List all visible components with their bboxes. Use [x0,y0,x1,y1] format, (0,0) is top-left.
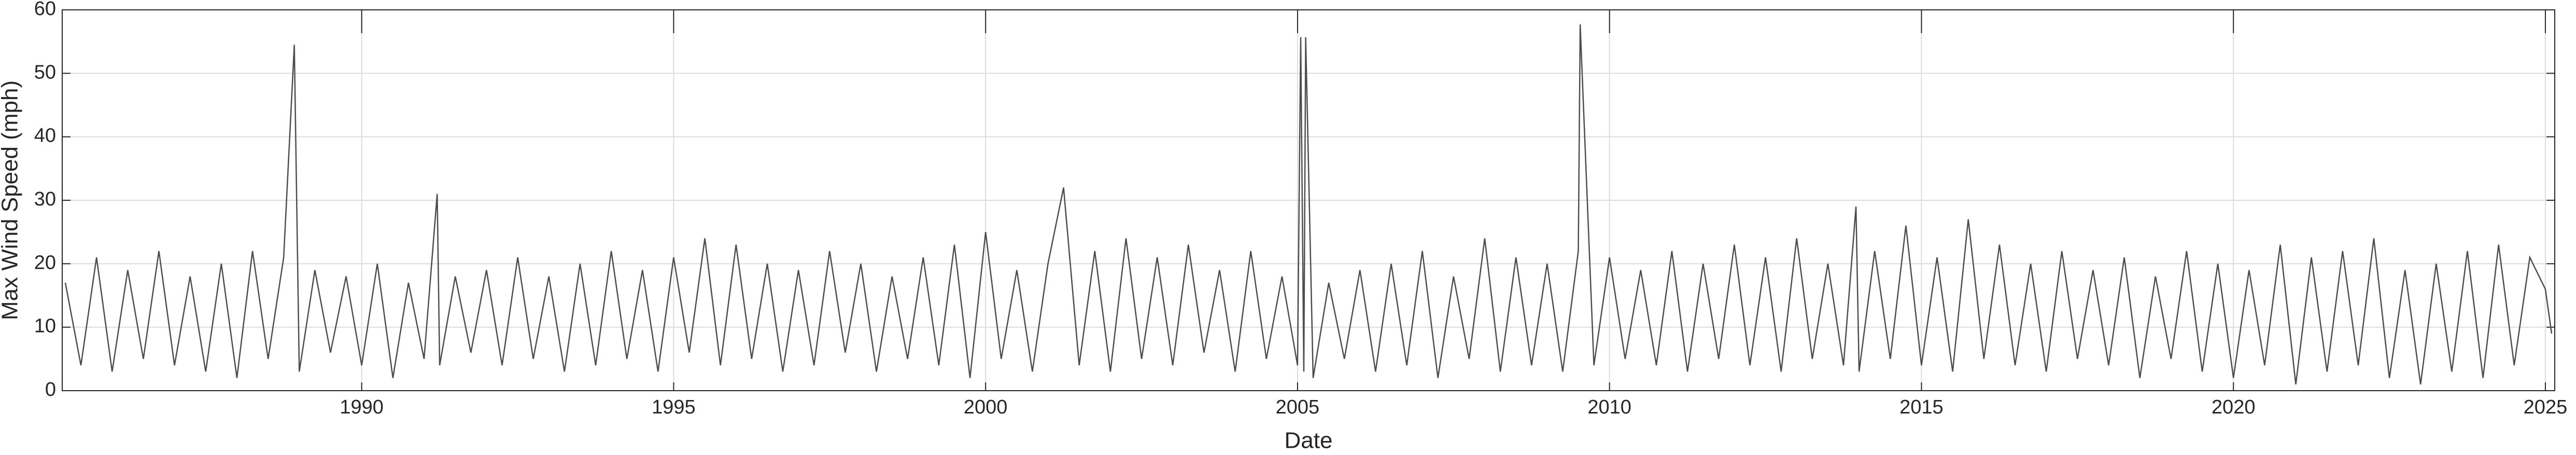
y-tick-label: 30 [34,188,56,210]
x-tick-label: 2015 [1899,396,1944,418]
x-tick-label: 2010 [1587,396,1631,418]
x-tick-label: 1995 [652,396,696,418]
data-line [64,24,2553,384]
y-tick-label: 60 [34,0,56,20]
y-tick-label: 40 [34,125,56,147]
y-tick-label: 50 [34,61,56,83]
y-tick-label: 0 [45,379,56,401]
x-tick-label: 2020 [2212,396,2256,418]
plot-frame [62,9,2555,391]
y-tick-label: 10 [34,315,56,337]
x-tick-label: 1990 [340,396,384,418]
y-axis-label: Max Wind Speed (mph) [0,80,23,320]
x-axis-label: Date [1285,428,1333,453]
x-tick-label: 2005 [1276,396,1320,418]
y-tick-label: 20 [34,252,56,273]
x-tick-label: 2025 [2524,396,2568,418]
x-tick-label: 2000 [964,396,1008,418]
